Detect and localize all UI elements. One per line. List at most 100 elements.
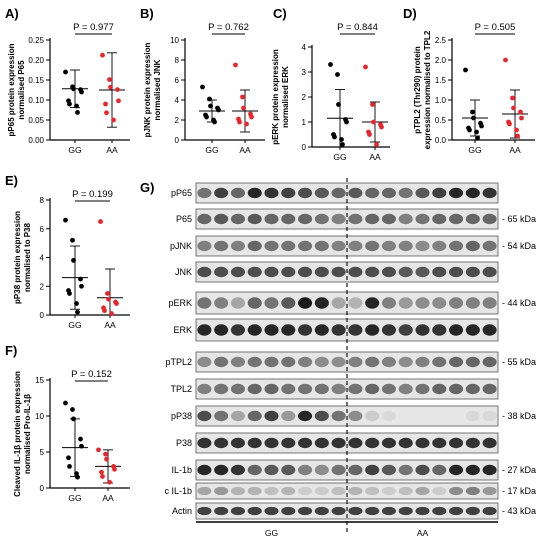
data-point — [328, 62, 333, 67]
blot-band — [482, 324, 497, 336]
blot-band — [314, 486, 329, 496]
blot-band — [432, 213, 447, 225]
y-tick-label: 4 — [40, 254, 45, 263]
blot-band — [197, 506, 212, 516]
data-point — [200, 84, 205, 90]
y-axis-label: pP38 protein expression — [13, 211, 22, 304]
blot-band — [314, 213, 329, 225]
blot-band — [348, 213, 363, 225]
blot-band — [381, 410, 396, 422]
blot-band — [432, 356, 447, 368]
data-point — [108, 84, 113, 90]
blot-row-label: pJNK — [170, 241, 192, 251]
blot-band — [230, 187, 245, 199]
group-label-aa: AA — [417, 528, 429, 538]
x-tick-label: GG — [205, 145, 218, 155]
x-tick-label: AA — [106, 145, 118, 155]
series-AA — [95, 447, 121, 485]
y-tick-label: 2 — [40, 282, 45, 291]
data-point — [208, 103, 213, 109]
blot-band — [381, 187, 396, 199]
blot-band — [449, 464, 464, 476]
blot-band — [465, 213, 480, 225]
blot-band — [398, 324, 413, 336]
blot-band — [449, 187, 464, 199]
blot-band — [449, 383, 464, 395]
blot-band — [365, 187, 380, 199]
molecular-weight-label: - 55 kDa — [502, 357, 536, 367]
data-point — [66, 455, 71, 461]
y-tick-label: 0.15 — [28, 76, 44, 85]
chart-a: A) 0.00 0.05 0.10 0.15 0.20 0.25 pP65 protein e… — [5, 6, 130, 155]
blot-band — [348, 266, 363, 278]
data-point — [237, 119, 242, 125]
data-point — [112, 466, 117, 472]
x-tick-label: AA — [369, 152, 381, 162]
blot-band — [331, 486, 346, 496]
blot-row-label: pERK — [168, 298, 192, 308]
blot-band — [197, 464, 212, 476]
blot-band — [381, 437, 396, 449]
data-point — [474, 129, 479, 135]
blot-row-ptpl2: pTPL2 - 55 kDa — [165, 351, 536, 373]
y-axis-label: normalised ERK — [281, 66, 290, 128]
blot-band — [348, 383, 363, 395]
blot-band — [264, 437, 279, 449]
blot-band — [197, 213, 212, 225]
blot-band — [465, 240, 480, 252]
data-point — [503, 57, 508, 63]
blot-band — [298, 240, 313, 252]
y-tick-label: 0 — [302, 143, 307, 152]
blot-band — [365, 240, 380, 252]
blot-band — [381, 266, 396, 278]
data-point — [467, 127, 472, 133]
panel-label: A) — [5, 6, 19, 21]
blot-band — [230, 324, 245, 336]
blot-band — [264, 383, 279, 395]
x-tick-label: GG — [468, 145, 481, 155]
blot-band — [432, 486, 447, 496]
blot-band — [398, 506, 413, 516]
data-point — [240, 94, 245, 100]
p-value-label: P = 0.505 — [475, 22, 516, 33]
blot-band — [214, 437, 229, 449]
blot-band — [449, 266, 464, 278]
blot-row-c-il-1b: c IL-1b - 17 kDa — [164, 482, 536, 500]
blot-band — [214, 464, 229, 476]
series-AA — [99, 52, 125, 128]
blot-band — [314, 437, 329, 449]
y-tick-label: 0 — [40, 311, 45, 320]
blot-band — [264, 486, 279, 496]
blot-band — [247, 383, 262, 395]
blot-band — [247, 464, 262, 476]
blot-band — [247, 297, 262, 309]
blot-band — [281, 437, 296, 449]
blot-band — [230, 464, 245, 476]
blot-band — [398, 297, 413, 309]
blot-band — [314, 383, 329, 395]
blot-band — [465, 486, 480, 496]
blot-band — [230, 486, 245, 496]
blot-row-pjnk: pJNK - 54 kDa — [170, 235, 536, 257]
blot-band — [281, 486, 296, 496]
blot-band — [381, 297, 396, 309]
blot-band — [214, 356, 229, 368]
y-tick-label: 0.05 — [28, 116, 44, 125]
western-blot-panel: G) pP65 P65 - 65 kDa pJNK - 54 kDa JNK pERK - 44… — [140, 178, 536, 538]
blot-band — [449, 213, 464, 225]
blot-band — [432, 297, 447, 309]
blot-band — [314, 324, 329, 336]
blot-band — [365, 464, 380, 476]
blot-band — [331, 266, 346, 278]
blot-band — [281, 383, 296, 395]
blot-band — [298, 356, 313, 368]
blot-band — [449, 356, 464, 368]
blot-band — [230, 240, 245, 252]
blot-band — [348, 240, 363, 252]
blot-band — [482, 356, 497, 368]
blot-band — [449, 240, 464, 252]
p-value-label: P = 0.152 — [71, 369, 112, 380]
chart-f: F) 0 5 10 15 Cleaved IL-1β protein expression… — [5, 343, 130, 503]
data-point — [510, 95, 515, 101]
